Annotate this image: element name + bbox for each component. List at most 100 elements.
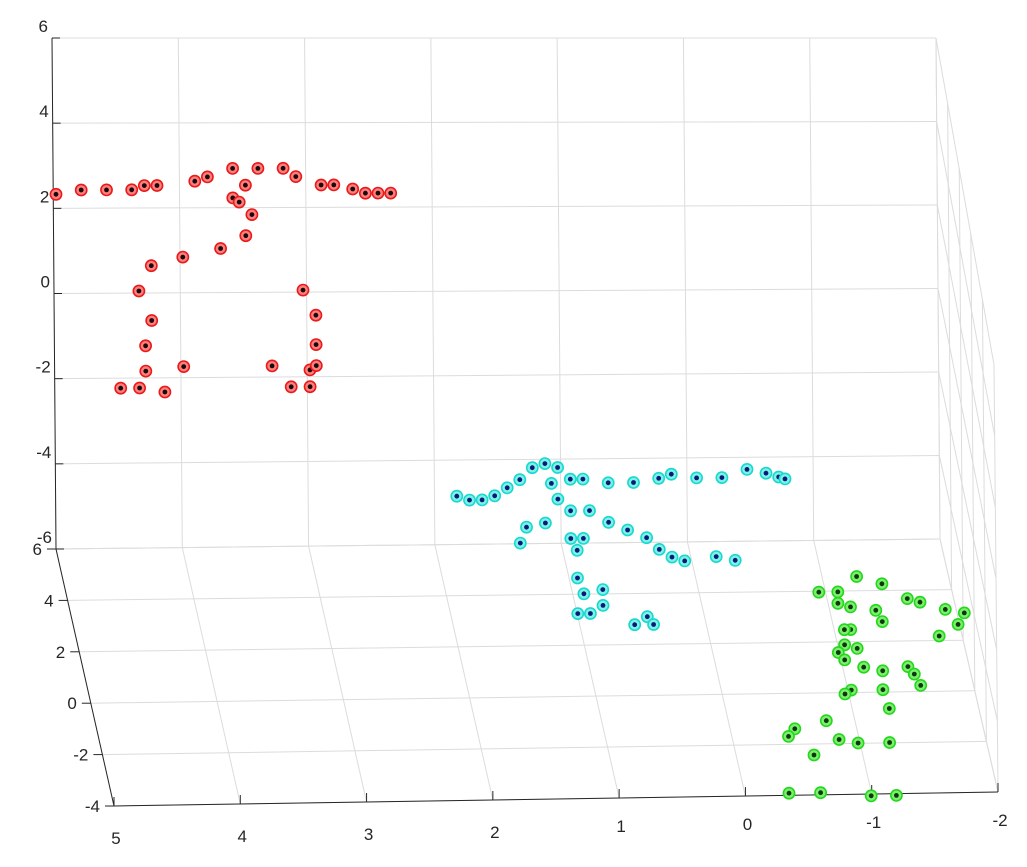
back-gridline — [53, 204, 938, 209]
back-gridline — [54, 371, 939, 380]
data-point — [957, 606, 971, 620]
data-point — [551, 461, 564, 474]
data-point — [571, 607, 585, 620]
data-point — [488, 489, 502, 503]
floor-gridline — [686, 541, 746, 797]
data-point — [346, 182, 360, 196]
data-point — [284, 380, 298, 394]
side-gridline — [937, 288, 997, 579]
data-point — [538, 457, 552, 470]
data-point — [145, 314, 159, 327]
data-point — [132, 284, 146, 298]
x-tick-label: 1 — [616, 817, 625, 836]
data-point — [621, 523, 634, 537]
data-point — [226, 161, 239, 175]
data-point — [907, 667, 921, 681]
data-point — [838, 687, 852, 701]
data-point — [475, 493, 489, 507]
data-point — [782, 786, 796, 800]
data-point — [584, 607, 597, 620]
data-point — [850, 642, 864, 655]
x-tick-label: 3 — [364, 825, 373, 844]
x-tick-label: 4 — [238, 827, 247, 846]
data-point — [577, 532, 590, 545]
data-point — [864, 789, 878, 803]
data-point — [844, 600, 857, 614]
data-point — [200, 170, 214, 184]
data-point — [384, 186, 398, 200]
data-point — [690, 471, 703, 485]
y-tick-label: -4 — [85, 797, 100, 816]
series-3 — [782, 570, 971, 803]
data-point — [596, 583, 610, 596]
data-point — [239, 229, 253, 243]
side-gridline — [936, 121, 996, 437]
data-point — [513, 536, 527, 550]
data-point — [601, 476, 615, 490]
side-gridline — [938, 371, 998, 650]
data-point — [875, 577, 889, 591]
floor-gridline — [813, 540, 873, 795]
data-point — [245, 208, 259, 221]
x-tick-label: 5 — [111, 829, 120, 848]
data-point — [571, 571, 584, 585]
data-point — [525, 461, 539, 475]
data-point — [832, 733, 846, 746]
data-point — [309, 359, 323, 372]
data-point — [500, 481, 514, 495]
data-point — [539, 516, 552, 530]
data-point — [551, 492, 565, 506]
data-point — [857, 660, 871, 674]
data-point — [139, 339, 152, 353]
data-point — [563, 472, 577, 486]
data-point — [309, 308, 323, 322]
side-gridline — [939, 538, 999, 793]
floor-gridline — [434, 544, 494, 801]
data-point — [869, 603, 883, 617]
x-tick-label: 2 — [490, 823, 499, 842]
data-point — [564, 532, 578, 545]
data-point — [371, 186, 385, 200]
data-point — [778, 472, 792, 486]
data-point — [665, 550, 679, 564]
data-point — [652, 543, 666, 556]
data-point — [583, 504, 596, 517]
data-point — [715, 471, 729, 484]
back-gridline — [53, 288, 939, 294]
data-point — [709, 550, 723, 563]
data-point — [545, 476, 558, 490]
x-tick-label: 0 — [743, 815, 752, 834]
data-point — [520, 520, 533, 534]
axes — [47, 37, 999, 807]
data-point — [188, 174, 202, 188]
data-point — [214, 242, 227, 255]
data-point — [647, 618, 660, 631]
data-point — [900, 592, 914, 605]
data-point — [576, 472, 590, 486]
floor-gridline — [560, 543, 620, 799]
back-wall-grid — [51, 37, 941, 550]
data-point — [463, 493, 476, 507]
data-point — [652, 471, 666, 485]
data-point — [876, 664, 890, 678]
data-point — [838, 623, 851, 637]
data-point — [265, 359, 279, 373]
data-point — [807, 748, 821, 762]
back-gridline — [55, 455, 940, 465]
floor-gridline — [308, 546, 368, 803]
data-point — [450, 489, 464, 503]
data-point — [850, 570, 863, 583]
data-point — [914, 679, 928, 692]
data-point — [303, 380, 317, 394]
x-tick-label: -2 — [992, 811, 1007, 830]
x-tick-label: -1 — [866, 813, 881, 832]
data-point — [938, 603, 952, 616]
data-point — [251, 161, 265, 175]
data-point — [49, 187, 63, 201]
data-point — [314, 178, 328, 192]
data-point — [876, 683, 890, 697]
y-axis-line — [55, 548, 115, 807]
data-point — [628, 618, 642, 632]
